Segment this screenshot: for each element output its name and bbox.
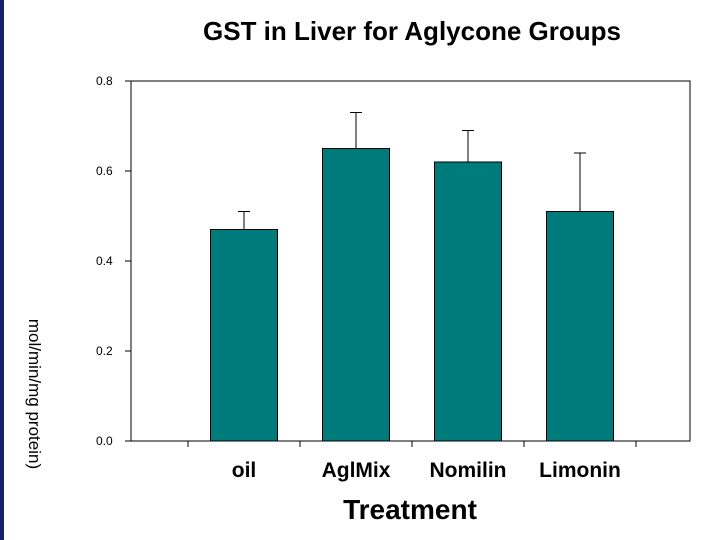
category-labels: oil AglMix Nomilin Limonin (232, 459, 621, 482)
chart-title: GST in Liver for Aglycone Groups (203, 16, 621, 46)
bar (322, 148, 390, 442)
category-label: oil (232, 459, 257, 482)
x-axis-label: Treatment (343, 494, 477, 525)
bar (434, 161, 502, 442)
bar (210, 229, 278, 442)
error-bars (238, 112, 586, 230)
bar (546, 211, 614, 442)
y-tick-label: 0.2 (96, 344, 113, 358)
y-tick-label: 0.0 (96, 434, 113, 448)
y-tick-label: 0.6 (96, 164, 113, 178)
y-tick-label: 0.8 (96, 74, 113, 88)
bar-series (210, 148, 614, 442)
category-label: AglMix (322, 459, 391, 482)
category-label: Nomilin (430, 459, 507, 482)
category-label: Limonin (539, 459, 621, 482)
x-axis (187, 441, 637, 447)
y-axis: 0.0 0.2 0.4 0.6 0.8 (96, 74, 131, 448)
y-tick-label: 0.4 (96, 254, 113, 268)
slide-left-rule (0, 0, 4, 540)
